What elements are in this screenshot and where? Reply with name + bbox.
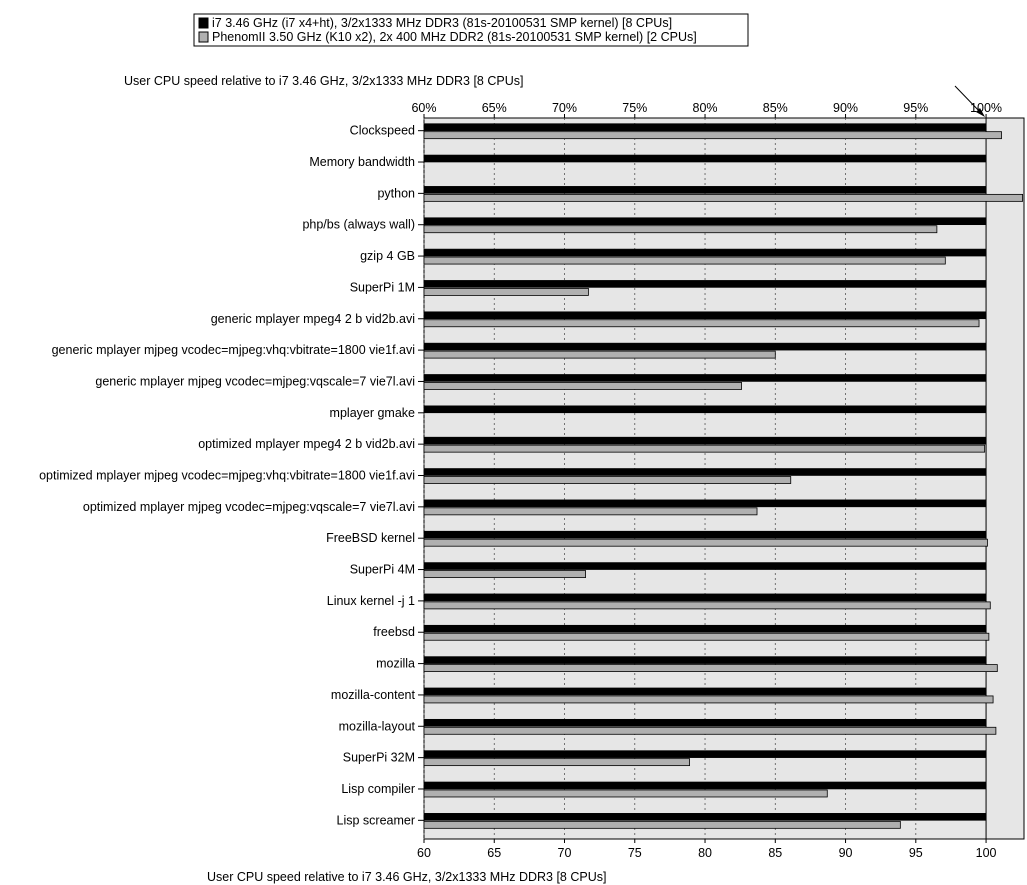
tick-label-top: 70% [552,101,577,115]
bar-phenom [423,225,938,234]
axis-ticks: 60 60% 65 65% 70 70% 75 75% 80 80% 85 85% 90 90% 95 95%… [411,101,1002,860]
category-label: optimized mplayer mjpeg vcodec=mjpeg:vqs… [83,500,415,514]
category-label: mozilla-layout [339,719,416,733]
category-label: SuperPi 32M [343,751,415,765]
bar-phenom [423,288,589,296]
tick-label-bottom: 80 [698,846,712,860]
bar-i7 [423,750,987,758]
category-label: FreeBSD kernel [326,531,415,545]
category-label: generic mplayer mjpeg vcodec=mjpeg:vhq:v… [52,343,415,357]
tick-label-top: 80% [693,101,718,115]
category-label: Memory bandwidth [309,155,415,169]
tick-label-top: 90% [833,101,858,115]
bar-phenom [423,601,991,610]
tick-label-bottom: 85 [768,846,782,860]
bar-phenom [423,382,742,390]
category-label: Lisp compiler [341,782,415,796]
bar-i7 [423,374,987,382]
bars [423,123,1023,829]
tick-label-top: 75% [622,101,647,115]
bar-i7 [423,530,987,539]
chart-title: User CPU speed relative to i7 3.46 GHz, … [124,74,523,88]
tick-label-top: 65% [482,101,507,115]
reference-arrow-head [976,108,985,117]
bar-phenom [423,758,690,767]
bar-phenom [423,632,990,641]
legend-label-phenom: PhenomII 3.50 GHz (K10 x2), 2x 400 MHz D… [212,30,697,44]
category-label: php/bs (always wall) [302,218,415,232]
category-label: Linux kernel -j 1 [327,594,415,608]
bar-i7 [423,311,987,320]
bar-phenom [423,193,1023,202]
tick-label-top: 100% [970,101,1002,115]
category-label: optimized mplayer mjpeg vcodec=mjpeg:vhq… [39,469,415,483]
bar-phenom [423,695,994,704]
category-label: optimized mplayer mpeg4 2 b vid2b.avi [198,437,415,451]
bar-i7 [423,123,987,131]
bar-phenom [423,726,997,735]
tick-label-bottom: 65 [487,846,501,860]
bar-i7 [423,499,987,508]
bar-phenom [423,444,986,453]
bar-phenom [423,131,1002,140]
legend-box [193,13,749,47]
category-label: mplayer gmake [330,406,415,420]
legend-swatch-i7 [198,17,209,29]
category-label: SuperPi 4M [350,563,415,577]
bar-phenom [423,820,901,829]
bar-i7 [423,436,987,445]
bar-phenom [423,789,828,798]
tick-label-top: 95% [903,101,928,115]
reference-arrow-line [954,85,983,115]
tick-label-bottom: 90 [839,846,853,860]
tick-label-bottom: 75 [628,846,642,860]
category-label: SuperPi 1M [350,280,415,294]
category-label: Clockspeed [350,124,415,138]
tick-label-top: 60% [411,101,436,115]
bar-phenom [423,256,946,265]
category-label: mozilla-content [331,688,416,702]
category-label: generic mplayer mjpeg vcodec=mjpeg:vqsca… [95,374,415,388]
category-label: mozilla [376,657,415,671]
tick-label-top: 85% [763,101,788,115]
bar-i7 [423,186,987,194]
bar-i7 [423,562,987,570]
category-label: Lisp screamer [337,813,416,827]
category-label: generic mplayer mpeg4 2 b vid2b.avi [211,312,415,326]
bar-i7 [423,781,987,790]
x-axis-label: User CPU speed relative to i7 3.46 GHz, … [207,870,606,884]
bar-phenom [423,538,988,547]
bar-i7 [423,656,987,664]
bar-phenom [423,664,998,672]
category-label: freebsd [373,625,415,639]
legend: i7 3.46 GHz (i7 x4+ht), 3/2x1333 MHz DDR… [193,13,749,47]
bar-i7 [423,593,987,602]
legend-swatch-phenom [198,31,209,43]
bar-i7 [423,405,987,414]
bar-i7 [423,718,987,727]
bar-i7 [423,342,987,351]
bar-phenom [423,319,980,328]
tick-label-bottom: 100 [976,846,997,860]
category-label: gzip 4 GB [360,249,415,263]
tick-label-bottom: 60 [417,846,431,860]
tick-label-bottom: 95 [909,846,923,860]
bar-i7 [423,687,987,696]
bar-i7 [423,217,987,226]
bar-phenom [423,350,776,359]
bar-i7 [423,813,987,821]
bar-phenom [423,570,586,578]
legend-label-i7: i7 3.46 GHz (i7 x4+ht), 3/2x1333 MHz DDR… [212,16,672,30]
bar-i7 [423,468,987,476]
category-label: python [377,186,415,200]
bar-i7 [423,154,987,163]
bar-phenom [423,476,792,484]
bar-i7 [423,248,987,257]
bar-i7 [423,624,987,633]
tick-label-bottom: 70 [558,846,572,860]
bar-phenom [423,507,758,516]
bar-i7 [423,280,987,288]
category-labels: Clockspeed Memory bandwidth python php/bs (… [39,124,424,827]
